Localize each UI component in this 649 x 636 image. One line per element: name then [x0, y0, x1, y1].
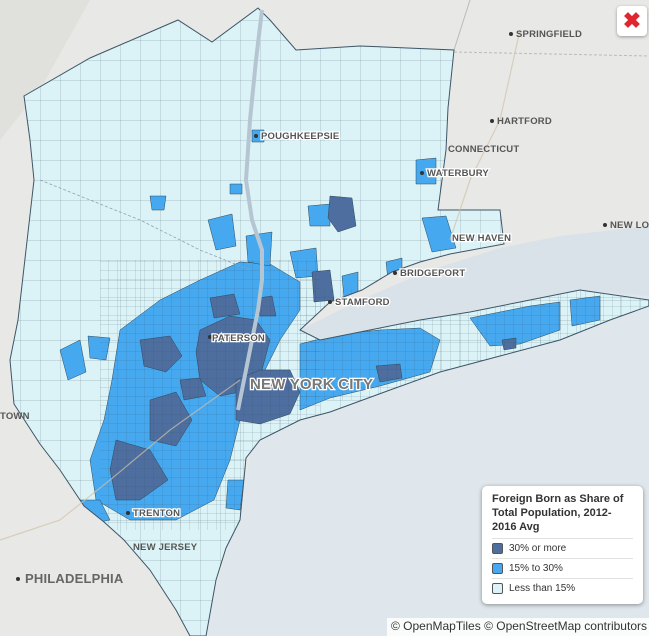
highway — [0, 379, 241, 541]
state-border-ma-ct — [453, 51, 649, 57]
legend-item-high: 30% or more — [492, 538, 633, 558]
legend-label-low: Less than 15% — [509, 583, 576, 594]
legend-swatch-high — [492, 543, 503, 554]
city-label-bridgeport: BRIDGEPORT — [400, 268, 465, 279]
legend-swatch-mid — [492, 563, 503, 574]
ny-nj-state-line — [39, 179, 251, 271]
region-outline — [9, 7, 649, 636]
map-attribution[interactable]: © OpenMapTiles © OpenStreetMap contribut… — [386, 618, 649, 636]
city-label-new-york-city: NEW YORK CITY — [250, 376, 373, 393]
state-border-ny-ct — [453, 0, 471, 51]
city-label-new-haven: NEW HAVEN — [452, 233, 511, 244]
city-markers — [16, 32, 607, 581]
legend: Foreign Born as Share of Total Populatio… — [482, 486, 643, 604]
city-label-paterson: PATERSON — [212, 333, 265, 344]
long-island-sound — [300, 226, 649, 342]
state-label-new-jersey: NEW JERSEY — [133, 542, 198, 553]
city-label-springfield: SPRINGFIELD — [516, 29, 582, 40]
close-icon: ✖ — [622, 8, 642, 33]
legend-label-mid: 15% to 30% — [509, 563, 563, 574]
hudson-river — [236, 9, 264, 411]
city-label-hartford: HARTFORD — [497, 116, 552, 127]
city-label-trenton: TRENTON — [133, 508, 180, 519]
highway — [449, 29, 521, 241]
city-label-waterbury: WATERBURY — [427, 168, 489, 179]
state-label-connecticut: CONNECTICUT — [448, 144, 519, 155]
city-label-philadelphia: PHILADELPHIA — [25, 571, 124, 586]
city-label-new-london: NEW LO — [610, 220, 649, 231]
city-label-stamford: STAMFORD — [335, 297, 390, 308]
city-label-town: TOWN — [0, 411, 30, 422]
legend-title: Foreign Born as Share of Total Populatio… — [492, 493, 624, 533]
legend-item-low: Less than 15% — [492, 578, 633, 598]
city-label-poughkeepsie: POUGHKEEPSIE — [261, 131, 339, 142]
legend-label-high: 30% or more — [509, 543, 567, 554]
terrain-shading — [0, 0, 90, 140]
legend-swatch-low — [492, 583, 503, 594]
close-button[interactable]: ✖ — [617, 6, 647, 36]
legend-item-mid: 15% to 30% — [492, 558, 633, 578]
